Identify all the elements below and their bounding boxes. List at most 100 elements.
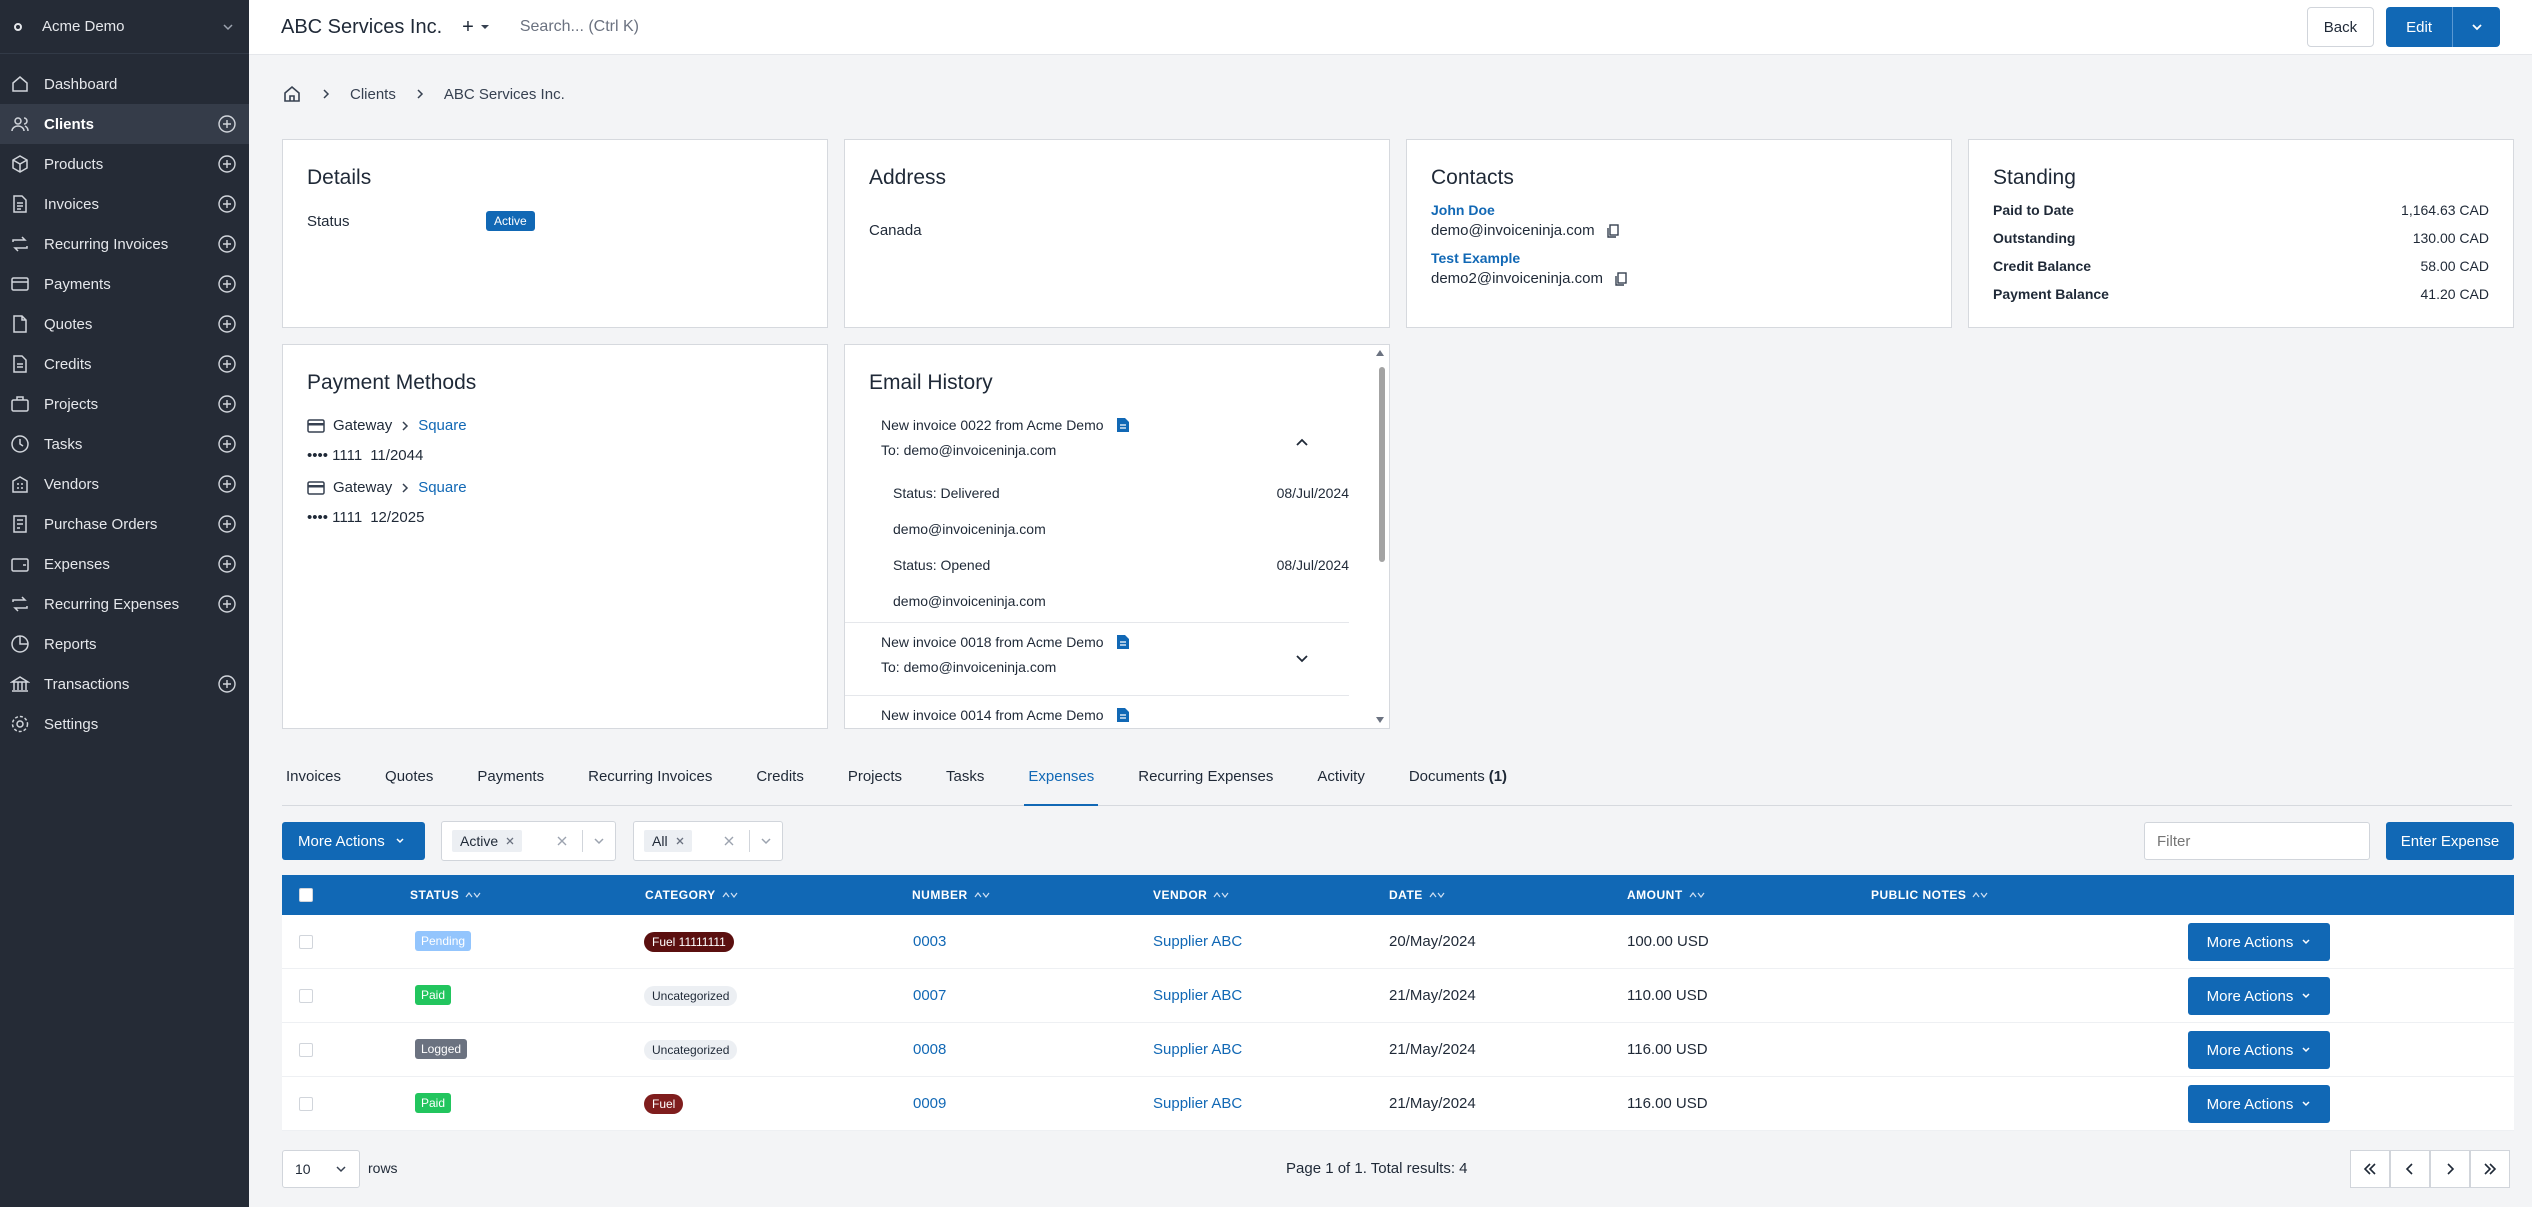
sidebar-item-payments[interactable]: Payments xyxy=(0,264,249,304)
scrollbar-thumb[interactable] xyxy=(1379,367,1385,562)
next-page-button[interactable] xyxy=(2430,1150,2470,1188)
clear-icon[interactable] xyxy=(723,835,735,847)
sidebar-item-recurring-invoices[interactable]: Recurring Invoices xyxy=(0,224,249,264)
sidebar-item-clients[interactable]: Clients xyxy=(0,104,249,144)
tab-documents[interactable]: Documents (1) xyxy=(1405,762,1511,805)
sidebar-item-expenses[interactable]: Expenses xyxy=(0,544,249,584)
sidebar-item-products[interactable]: Products xyxy=(0,144,249,184)
remove-chip-icon[interactable] xyxy=(676,837,684,845)
email-history-item[interactable]: New invoice 0018 from Acme Demo To: demo… xyxy=(881,634,1349,675)
add-circle-icon[interactable] xyxy=(217,434,237,454)
add-circle-icon[interactable] xyxy=(217,554,237,574)
clear-icon[interactable] xyxy=(556,835,568,847)
add-circle-icon[interactable] xyxy=(217,474,237,494)
gateway-provider-link[interactable]: Square xyxy=(418,479,467,496)
gateway-provider-link[interactable]: Square xyxy=(418,417,467,434)
add-circle-icon[interactable] xyxy=(217,114,237,134)
table-row[interactable]: Pending Fuel 11111111 0003 Supplier ABC 20/M… xyxy=(282,915,2514,969)
scroll-up-arrow-icon[interactable] xyxy=(1375,349,1385,357)
table-row[interactable]: Logged Uncategorized 0008 Supplier ABC 21/Ma… xyxy=(282,1023,2514,1077)
last-page-button[interactable] xyxy=(2470,1150,2510,1188)
status-filter-select[interactable]: Active xyxy=(441,821,616,861)
tab-quotes[interactable]: Quotes xyxy=(381,762,437,805)
enter-expense-button[interactable]: Enter Expense xyxy=(2386,822,2514,860)
expense-number-link[interactable]: 0008 xyxy=(913,1041,947,1058)
sidebar-item-tasks[interactable]: Tasks xyxy=(0,424,249,464)
sidebar-item-settings[interactable]: Settings xyxy=(0,704,249,744)
table-row[interactable]: Paid Fuel 0009 Supplier ABC 21/May/2024 116.0… xyxy=(282,1077,2514,1131)
column-header[interactable]: VENDOR xyxy=(1153,888,1229,902)
bulk-more-actions-button[interactable]: More Actions xyxy=(282,822,425,860)
chevron-up-icon[interactable] xyxy=(1294,435,1310,451)
sidebar-item-credits[interactable]: Credits xyxy=(0,344,249,384)
add-circle-icon[interactable] xyxy=(217,314,237,334)
rows-per-page-select[interactable]: 10 xyxy=(282,1150,360,1188)
column-header[interactable]: STATUS xyxy=(410,888,481,902)
quick-create-button[interactable]: + xyxy=(462,16,490,39)
row-checkbox[interactable] xyxy=(299,1097,313,1111)
sidebar-item-transactions[interactable]: Transactions xyxy=(0,664,249,704)
chevron-down-icon[interactable] xyxy=(593,835,605,847)
sidebar-item-invoices[interactable]: Invoices xyxy=(0,184,249,224)
add-circle-icon[interactable] xyxy=(217,274,237,294)
copy-icon[interactable] xyxy=(1613,271,1629,287)
row-checkbox[interactable] xyxy=(299,935,313,949)
vendor-link[interactable]: Supplier ABC xyxy=(1153,1095,1243,1112)
table-row[interactable]: Paid Uncategorized 0007 Supplier ABC 21/May/… xyxy=(282,969,2514,1023)
tab-invoices[interactable]: Invoices xyxy=(282,762,345,805)
add-circle-icon[interactable] xyxy=(217,514,237,534)
vendor-link[interactable]: Supplier ABC xyxy=(1153,933,1243,950)
add-circle-icon[interactable] xyxy=(217,594,237,614)
column-header[interactable]: NUMBER xyxy=(912,888,990,902)
filter-input[interactable] xyxy=(2144,822,2370,860)
email-history-item[interactable]: New invoice 0022 from Acme Demo To: demo… xyxy=(881,417,1349,458)
tab-activity[interactable]: Activity xyxy=(1313,762,1369,805)
row-checkbox[interactable] xyxy=(299,1043,313,1057)
column-header[interactable]: CATEGORY xyxy=(645,888,738,902)
chevron-down-icon[interactable] xyxy=(1294,650,1310,666)
sidebar-item-reports[interactable]: Reports xyxy=(0,624,249,664)
add-circle-icon[interactable] xyxy=(217,394,237,414)
document-icon[interactable] xyxy=(1116,707,1130,723)
home-icon[interactable] xyxy=(282,84,302,104)
breadcrumb-clients[interactable]: Clients xyxy=(350,85,396,103)
sidebar-item-purchase-orders[interactable]: Purchase Orders xyxy=(0,504,249,544)
tab-recurring-invoices[interactable]: Recurring Invoices xyxy=(584,762,716,805)
sidebar-item-recurring-expenses[interactable]: Recurring Expenses xyxy=(0,584,249,624)
back-button[interactable]: Back xyxy=(2306,7,2375,47)
document-icon[interactable] xyxy=(1116,417,1130,433)
chevron-down-icon[interactable] xyxy=(760,835,772,847)
expense-number-link[interactable]: 0003 xyxy=(913,933,947,950)
add-circle-icon[interactable] xyxy=(217,234,237,254)
contact-name[interactable]: John Doe xyxy=(1431,202,1495,218)
tab-tasks[interactable]: Tasks xyxy=(942,762,988,805)
tab-recurring-expenses[interactable]: Recurring Expenses xyxy=(1134,762,1277,805)
tab-expenses[interactable]: Expenses xyxy=(1024,762,1099,806)
add-circle-icon[interactable] xyxy=(217,194,237,214)
sidebar-item-vendors[interactable]: Vendors xyxy=(0,464,249,504)
scroll-down-arrow-icon[interactable] xyxy=(1375,716,1385,724)
contact-name[interactable]: Test Example xyxy=(1431,250,1521,266)
add-circle-icon[interactable] xyxy=(217,154,237,174)
previous-page-button[interactable] xyxy=(2390,1150,2430,1188)
type-filter-select[interactable]: All xyxy=(633,821,783,861)
row-more-actions-button[interactable]: More Actions xyxy=(2188,977,2330,1015)
column-header[interactable]: DATE xyxy=(1389,888,1445,902)
add-circle-icon[interactable] xyxy=(217,674,237,694)
search-input[interactable]: Search... (Ctrl K) xyxy=(519,18,639,35)
vendor-link[interactable]: Supplier ABC xyxy=(1153,1041,1243,1058)
edit-button[interactable]: Edit xyxy=(2386,7,2452,47)
column-header[interactable]: PUBLIC NOTES xyxy=(1871,888,1988,902)
email-history-item[interactable]: New invoice 0014 from Acme Demo xyxy=(881,707,1349,723)
expense-number-link[interactable]: 0009 xyxy=(913,1095,947,1112)
vendor-link[interactable]: Supplier ABC xyxy=(1153,987,1243,1004)
remove-chip-icon[interactable] xyxy=(506,837,514,845)
add-circle-icon[interactable] xyxy=(217,354,237,374)
row-more-actions-button[interactable]: More Actions xyxy=(2188,1085,2330,1123)
company-switcher[interactable]: Acme Demo xyxy=(0,0,249,54)
copy-icon[interactable] xyxy=(1605,223,1621,239)
tab-projects[interactable]: Projects xyxy=(844,762,906,805)
document-icon[interactable] xyxy=(1116,634,1130,650)
expense-number-link[interactable]: 0007 xyxy=(913,987,947,1004)
row-checkbox[interactable] xyxy=(299,989,313,1003)
